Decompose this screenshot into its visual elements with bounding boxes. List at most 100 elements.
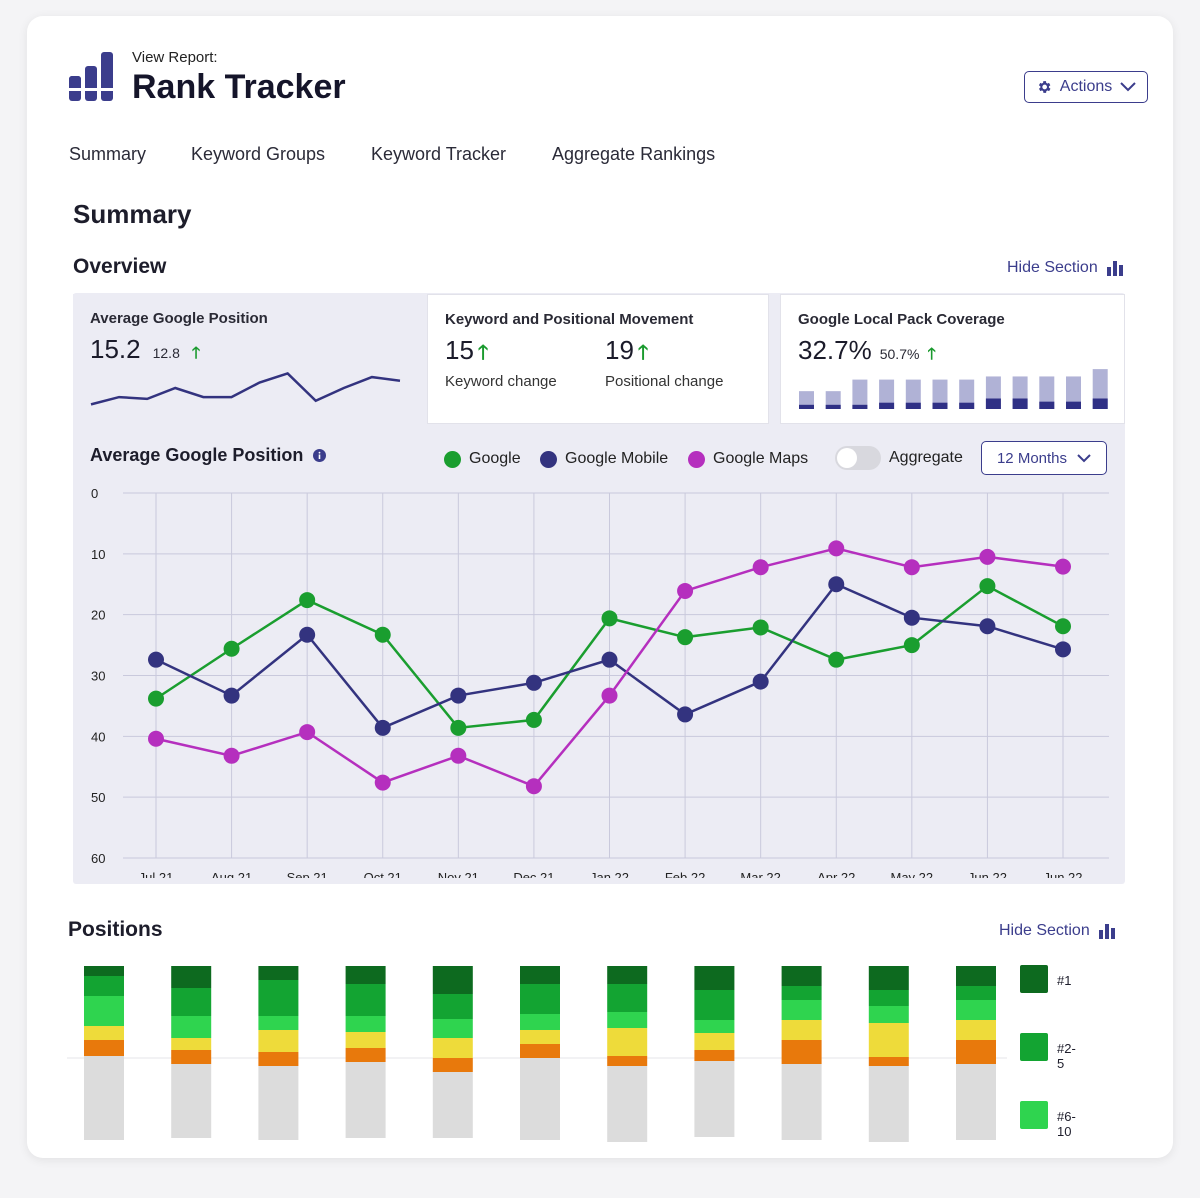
data-point[interactable] [450, 687, 467, 704]
position-segment [607, 966, 648, 984]
data-point[interactable] [828, 540, 845, 557]
chevron-down-icon [1077, 453, 1091, 462]
data-point[interactable] [148, 690, 164, 707]
legend-swatch [444, 450, 461, 468]
position-segment [607, 1056, 648, 1066]
hide-section-label: Hide Section [999, 922, 1090, 939]
data-point[interactable] [677, 582, 694, 599]
movement-card[interactable]: Keyword and Positional Movement 15 🡑 Key… [427, 294, 769, 424]
range-select[interactable]: 12 Months [981, 441, 1107, 475]
data-point[interactable] [903, 559, 920, 576]
x-tick-label: Jul 21 [139, 870, 174, 878]
coverage-bar-total [825, 391, 841, 409]
info-icon[interactable] [313, 449, 327, 462]
data-point[interactable] [223, 747, 240, 764]
position-segment [432, 1038, 473, 1058]
data-point[interactable] [752, 673, 769, 690]
up-arrow-icon: 🡑 [191, 345, 201, 362]
position-segment [694, 1061, 735, 1137]
position-segment [84, 976, 124, 996]
coverage-bar-total [879, 379, 895, 409]
report-subtitle: View Report: [132, 49, 218, 66]
data-point[interactable] [299, 592, 316, 609]
coverage-bar-covered [1092, 398, 1108, 409]
x-tick-label: Aug 21 [211, 870, 252, 878]
position-segment [432, 1072, 473, 1138]
position-segment [781, 986, 822, 1000]
data-point[interactable] [374, 626, 391, 643]
data-point[interactable] [601, 610, 618, 627]
legend-google[interactable]: Google [444, 450, 521, 468]
position-segment [607, 1012, 648, 1028]
data-point[interactable] [979, 618, 996, 635]
tab-keyword-tracker[interactable]: Keyword Tracker [371, 144, 507, 164]
data-point[interactable] [1055, 641, 1071, 658]
data-point[interactable] [979, 578, 996, 595]
data-point[interactable] [979, 548, 996, 565]
data-point[interactable] [601, 687, 618, 704]
data-point[interactable] [1055, 618, 1071, 635]
coverage-bar-total [852, 379, 868, 409]
position-segment [258, 1066, 299, 1140]
aggregate-toggle[interactable]: Aggregate [835, 446, 963, 470]
data-point[interactable] [828, 651, 845, 668]
data-point[interactable] [903, 637, 920, 654]
position-segment [694, 990, 735, 1020]
local-pack-bars [799, 369, 1108, 409]
data-point[interactable] [1055, 558, 1071, 575]
data-point[interactable] [374, 774, 391, 791]
avg-position-card[interactable]: Average Google Position 15.2 12.8 🡑 [73, 294, 417, 424]
data-point[interactable] [903, 609, 920, 626]
legend-label: #1 [1057, 973, 1072, 988]
data-point[interactable] [223, 640, 240, 657]
legend-google-mobile[interactable]: Google Mobile [540, 450, 668, 468]
data-point[interactable] [677, 706, 694, 723]
position-segment [694, 1050, 735, 1061]
data-point[interactable] [299, 626, 316, 643]
data-point[interactable] [148, 730, 164, 747]
position-segment [868, 990, 909, 1006]
data-point[interactable] [752, 619, 769, 636]
data-point[interactable] [374, 719, 391, 736]
x-tick-label: Apr 22 [817, 870, 855, 878]
position-segment [868, 966, 909, 990]
tab-keyword-groups[interactable]: Keyword Groups [191, 144, 326, 164]
position-segment [171, 988, 212, 1016]
data-point[interactable] [525, 674, 542, 691]
position-segment [607, 1066, 648, 1142]
legend-label: #2-5 [1057, 1041, 1076, 1071]
toggle-switch[interactable] [835, 446, 881, 470]
tab-summary[interactable]: Summary [69, 144, 147, 164]
data-point[interactable] [148, 651, 164, 668]
overview-hide-section-button[interactable]: Hide Section [1007, 259, 1124, 277]
position-segment [258, 1016, 299, 1030]
coverage-bar-total [932, 379, 948, 409]
data-point[interactable] [299, 724, 316, 741]
data-point[interactable] [525, 711, 542, 728]
position-segment [956, 1000, 996, 1020]
y-tick-label: 20 [91, 608, 105, 623]
positions-hide-section-button[interactable]: Hide Section [999, 922, 1116, 940]
chevron-down-icon [1120, 82, 1136, 92]
legend-google-maps[interactable]: Google Maps [688, 450, 808, 468]
data-point[interactable] [450, 747, 467, 764]
coverage-bar-total [905, 379, 921, 409]
data-point[interactable] [828, 576, 845, 593]
position-segment [258, 1052, 299, 1066]
local-pack-card[interactable]: Google Local Pack Coverage 32.7% 50.7% 🡑 [780, 294, 1125, 424]
data-point[interactable] [677, 629, 694, 646]
range-select-value: 12 Months [996, 449, 1068, 467]
position-segment [520, 984, 560, 1014]
position-segment [868, 1006, 909, 1023]
position-segment [432, 1058, 473, 1072]
data-point[interactable] [223, 687, 240, 704]
position-segment [258, 1030, 299, 1052]
data-point[interactable] [525, 778, 542, 795]
position-segment [432, 1019, 473, 1038]
actions-button[interactable]: Actions [1024, 71, 1148, 103]
data-point[interactable] [752, 559, 769, 576]
data-point[interactable] [601, 651, 618, 668]
tab-aggregate-rankings[interactable]: Aggregate Rankings [552, 144, 716, 164]
position-segment [694, 1033, 735, 1050]
data-point[interactable] [450, 719, 467, 736]
